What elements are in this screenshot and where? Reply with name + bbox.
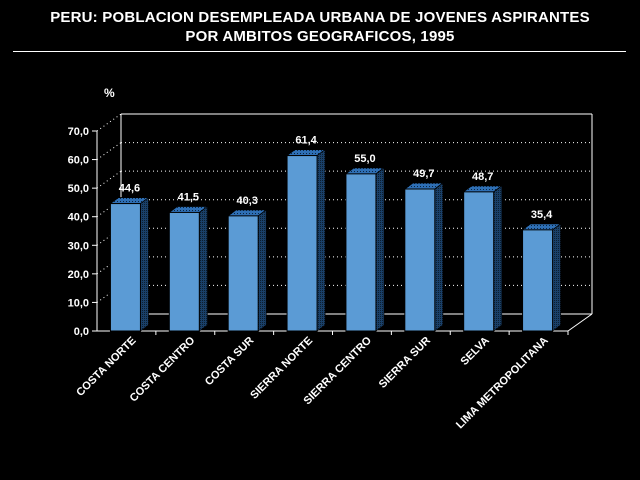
y-tick-label: 60,0 <box>68 155 89 167</box>
bar-value-label: 44,6 <box>119 183 140 195</box>
x-category-label: COSTA CENTRO <box>128 334 198 404</box>
bar-side-texture <box>552 223 561 331</box>
bar-side-texture <box>258 209 267 331</box>
chart-title-line-1: PERU: POBLACION DESEMPLEADA URBANA DE JO… <box>50 9 590 26</box>
gridline-diagonal <box>96 113 122 132</box>
bar <box>286 155 318 332</box>
bar-value-label: 35,4 <box>531 209 553 221</box>
x-category-label: SIERRA SUR <box>377 335 433 391</box>
y-tick-label: 20,0 <box>68 269 89 281</box>
x-category-label: SELVA <box>459 335 492 368</box>
y-tick-label: 10,0 <box>68 297 89 309</box>
y-tick-label: 40,0 <box>68 212 89 224</box>
bar-side-texture <box>375 167 384 331</box>
bar-side-texture <box>493 185 502 331</box>
gridline-diagonal <box>96 142 122 160</box>
bar-3: 61,4 <box>285 135 327 332</box>
y-tick-label: 70,0 <box>68 126 89 138</box>
floor-right-edge <box>567 313 593 332</box>
y-tick-label: 50,0 <box>68 183 89 195</box>
bar <box>168 211 200 332</box>
bar-side-texture <box>317 149 326 331</box>
x-category-label: COSTA SUR <box>203 335 256 388</box>
bar-6: 48,7 <box>462 171 503 332</box>
bar <box>404 188 436 332</box>
bar <box>227 215 259 332</box>
bar <box>463 191 495 332</box>
bar-4: 55,0 <box>344 153 386 332</box>
bar-side-texture <box>140 197 149 331</box>
bar-0: 44,6 <box>109 183 150 332</box>
y-tick-label: 30,0 <box>68 240 89 252</box>
bar-value-label: 55,0 <box>354 153 375 165</box>
bar-value-label: 61,4 <box>295 135 317 147</box>
gridline-diagonal <box>96 170 122 189</box>
bar-value-label: 49,7 <box>413 168 434 180</box>
bar-2: 40,3 <box>226 195 268 332</box>
x-category-label: SIERRA NORTE <box>248 335 315 402</box>
bar-side-texture <box>199 206 208 331</box>
chart-title-line-2: POR AMBITOS GEOGRAFICOS, 1995 <box>185 28 455 45</box>
bar-5: 49,7 <box>403 168 445 332</box>
bar <box>345 173 377 332</box>
title-divider <box>13 51 626 52</box>
bars: 44,6 41,5 40,3 61,4 55,0 49,7 48,7 35,4 <box>109 135 562 332</box>
y-tick-label: 0,0 <box>74 326 89 338</box>
x-category-label: COSTA NORTE <box>74 335 138 399</box>
bar-side-texture <box>434 183 443 331</box>
bar-1: 41,5 <box>168 191 209 332</box>
bar-value-label: 41,5 <box>178 191 199 203</box>
bar <box>522 229 554 332</box>
y-unit-label: % <box>104 86 115 100</box>
bar-value-label: 48,7 <box>472 171 493 183</box>
bar-7: 35,4 <box>521 209 562 332</box>
y-axis: 0,0 10,0 20,0 30,0 40,0 50,0 60,0 70,0 <box>68 126 97 338</box>
bar <box>109 203 141 332</box>
bar-value-label: 40,3 <box>236 195 257 207</box>
